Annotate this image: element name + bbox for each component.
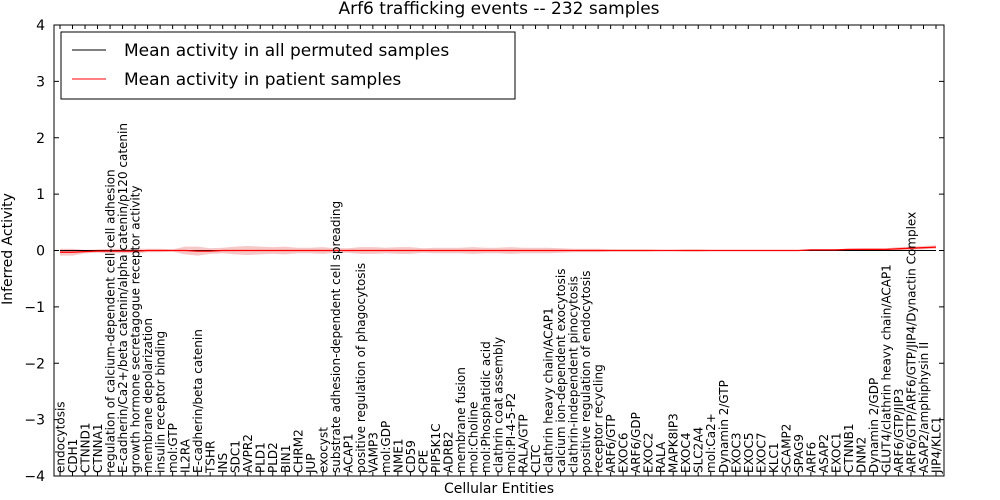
x-tick-label: BIN1 [279, 445, 293, 473]
y-tick-label: −3 [24, 413, 45, 429]
x-tick-label: TSHR [204, 441, 218, 474]
x-tick-label: DNM2 [854, 437, 868, 473]
legend-label-patient: Mean activity in patient samples [124, 70, 401, 90]
x-tick-label: ARF6/GTP [604, 414, 618, 473]
x-tick-label: membrane depolarization [141, 318, 155, 473]
x-tick-label: EXOC6 [617, 433, 631, 474]
y-tick-label: −2 [24, 356, 45, 372]
y-tick-label: −1 [24, 300, 45, 316]
x-tick-label: RALA [654, 441, 668, 473]
x-tick-label: KLC1 [767, 442, 781, 473]
x-tick-label: CHRM2 [291, 429, 305, 473]
x-tick-label: EXOC4 [679, 433, 693, 474]
x-tick-label: EXOC5 [742, 433, 756, 474]
x-tick-label: ACAP1 [341, 434, 355, 473]
x-tick-label: growth hormone secretagogue receptor act… [129, 186, 143, 473]
y-tick-label: 3 [36, 74, 45, 90]
x-tick-label: E-cadherin/beta catenin [191, 329, 205, 473]
chart-title: Arf6 trafficking events -- 232 samples [338, 0, 659, 19]
x-tick-label: EXOC1 [829, 433, 843, 474]
series-line-patient [60, 246, 937, 253]
y-tick-label: 2 [36, 131, 45, 147]
x-tick-label: clathrin heavy chain/ACAP1 [542, 307, 556, 473]
x-tick-label: CTNNA1 [91, 423, 105, 473]
x-tick-label: regulation of calcium-dependent cell-cel… [104, 169, 118, 473]
x-tick-label: positive regulation of endocytosis [579, 270, 593, 473]
x-tick-label: ARF6/GTP/JIP3 [892, 388, 906, 473]
legend: Mean activity in all permuted samples Me… [60, 31, 516, 100]
x-tick-label: ARF6 [804, 442, 818, 473]
y-tick-label: 0 [36, 244, 45, 260]
x-tick-label: clathrin coat assembly [492, 337, 506, 473]
x-tick-label: mol:GDP [379, 421, 393, 473]
x-tick-label: RALA/GTP [517, 414, 531, 473]
x-tick-label: substrate adhesion-dependent cell spread… [329, 201, 343, 473]
x-tick-label: clathrin-independent pinocytosis [567, 276, 581, 473]
x-tick-label: CTNND1 [79, 422, 93, 473]
x-tick-label: INS [216, 453, 230, 473]
x-tick-label: EXOC7 [754, 433, 768, 474]
x-tick-label: PIP5K1C [429, 423, 443, 473]
x-tick-label: ASAP2/amphiphysin II [917, 342, 931, 473]
x-tick-label: ARF6/GDP [629, 412, 643, 473]
x-tick-label: EXOC3 [729, 433, 743, 474]
x-tick-label: PLD1 [254, 442, 268, 473]
x-tick-label: positive regulation of phagocytosis [354, 263, 368, 473]
x-tick-label: SDC1 [229, 440, 243, 473]
x-tick-label: mol:GTP [166, 423, 180, 473]
x-tick-label: mol:Choline [467, 402, 481, 473]
x-tick-label: CPE [416, 450, 430, 473]
x-tick-label: SPAG9 [792, 434, 806, 473]
x-tick-label: CDH1 [66, 439, 80, 473]
x-tick-label: exocyst [316, 427, 330, 473]
x-tick-label: mol:PI-4-5-P2 [504, 393, 518, 473]
x-tick-label: VAMP3 [366, 432, 380, 473]
x-tick-label: calcium ion-dependent exocytosis [554, 269, 568, 474]
y-axis: −4 −3 −2 −1 0 1 2 3 4 [24, 18, 944, 485]
x-tick-label: GLUT4/clathrin heavy chain/ACAP1 [879, 264, 893, 473]
y-tick-label: 1 [36, 187, 45, 203]
x-tick-label: insulin receptor binding [154, 331, 168, 473]
x-tick-label: JIP4/KLC1 [930, 416, 944, 474]
x-axis-label: Cellular Entities [444, 481, 554, 497]
x-tick-label: Dynamin 2/GTP [717, 380, 731, 473]
x-tick-label: NME1 [391, 438, 405, 473]
x-tick-label: PLD2 [266, 442, 280, 473]
x-tick-label: mol:Ca2+ [704, 413, 718, 473]
x-tick-label: ARF6/GTP/ARF6/GTP/JIP4/Dynactin Complex [905, 212, 919, 473]
plot-area [60, 245, 937, 256]
x-tick-label: EXOC2 [642, 433, 656, 474]
x-tick-label: SCAMP2 [779, 424, 793, 473]
y-tick-label: −4 [24, 469, 45, 485]
legend-box [60, 31, 516, 100]
x-tick-label: CTNNB1 [842, 423, 856, 473]
x-tick-label: CD59 [404, 440, 418, 473]
x-tick-label: receptor recycling [592, 364, 606, 473]
x-tick-label: endocytosis [54, 401, 68, 473]
x-tick-label: ADRB2 [441, 431, 455, 473]
y-axis-label: Inferred Activity [0, 193, 16, 305]
x-tick-label: AVPR2 [241, 434, 255, 473]
legend-label-permuted: Mean activity in all permuted samples [124, 41, 449, 61]
x-tick-label: IL2RA [179, 438, 193, 473]
x-tick-label: mol:Phosphatidic acid [479, 341, 493, 473]
x-tick-label: ASAP2 [817, 434, 831, 473]
x-tick-label: SLC2A4 [692, 427, 706, 473]
x-tick-label: E-cadherin/Ca2+/beta catenin/alpha caten… [116, 123, 130, 473]
x-tick-label: CLTC [529, 445, 543, 473]
y-tick-label: 4 [36, 18, 45, 34]
x-tick-label: Dynamin 2/GDP [867, 378, 881, 473]
x-tick-label: JUP [304, 453, 318, 474]
x-tick-label: membrane fusion [454, 367, 468, 473]
x-tick-label: MAPK8IP3 [667, 413, 681, 473]
